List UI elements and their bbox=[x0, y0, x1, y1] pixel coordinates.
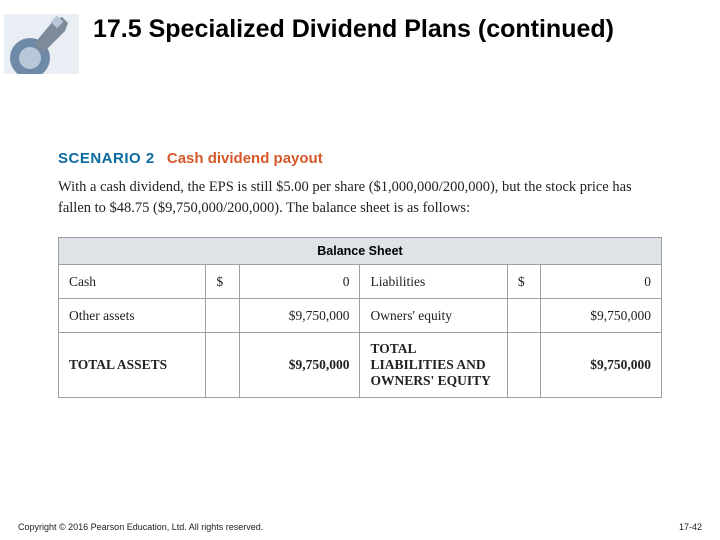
table-row: Other assets $9,750,000 Owners' equity $… bbox=[59, 299, 662, 333]
table-row: TOTAL ASSETS $9,750,000 TOTAL LIABILITIE… bbox=[59, 333, 662, 398]
scenario-desc: Cash dividend payout bbox=[167, 150, 323, 167]
wrench-logo bbox=[4, 14, 79, 74]
table-row: Cash $ 0 Liabilities $ 0 bbox=[59, 265, 662, 299]
page-number: 17-42 bbox=[679, 522, 702, 532]
header: 17.5 Specialized Dividend Plans (continu… bbox=[0, 14, 720, 80]
content-area: SCENARIO 2 Cash dividend payout With a c… bbox=[58, 150, 662, 398]
balance-sheet-table: Balance Sheet Cash $ 0 Liabilities $ 0 O… bbox=[58, 237, 662, 398]
scenario-heading: SCENARIO 2 Cash dividend payout bbox=[58, 150, 662, 167]
table-title: Balance Sheet bbox=[59, 238, 662, 265]
body-paragraph: With a cash dividend, the EPS is still $… bbox=[58, 177, 662, 219]
page-title: 17.5 Specialized Dividend Plans (continu… bbox=[79, 14, 614, 44]
copyright-text: Copyright © 2016 Pearson Education, Ltd.… bbox=[18, 522, 263, 532]
scenario-tag: SCENARIO 2 bbox=[58, 150, 155, 167]
footer: Copyright © 2016 Pearson Education, Ltd.… bbox=[18, 522, 702, 532]
